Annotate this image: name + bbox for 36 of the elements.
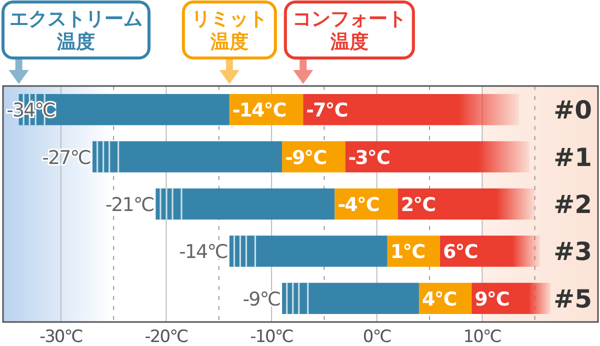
bar — [282, 282, 419, 314]
y-tick-label: #5 — [554, 284, 592, 314]
y-tick-label: #3 — [554, 237, 592, 266]
bar — [345, 141, 530, 172]
annotation: 9℃ — [474, 288, 509, 310]
bar — [472, 282, 551, 314]
annotation: -14℃ — [179, 241, 228, 264]
y-tick-label: #2 — [554, 190, 592, 219]
bar — [440, 236, 540, 267]
annotation: 6℃ — [443, 241, 478, 264]
annotation: -4℃ — [338, 194, 379, 216]
annotation: -9℃ — [285, 146, 326, 169]
annotation: -7℃ — [306, 100, 348, 122]
text: リミット温度 — [191, 8, 268, 53]
x-tick-label: -30℃ — [39, 327, 82, 346]
y-tick-label: #0 — [554, 96, 592, 125]
x-tick-label: -10℃ — [250, 327, 293, 346]
annotation: 1℃ — [390, 241, 425, 264]
x-tick-label: 10℃ — [463, 327, 502, 346]
y-tick-label: #1 — [554, 142, 592, 172]
bar — [92, 141, 282, 172]
annotation: -27℃ — [42, 146, 92, 169]
bar — [156, 188, 335, 220]
annotation: -21℃ — [105, 194, 154, 216]
bar — [303, 94, 520, 126]
x-tick-label: -20℃ — [144, 327, 188, 346]
text: コンフォート温度 — [292, 8, 406, 53]
annotation: 2℃ — [400, 194, 436, 216]
annotation: -3℃ — [348, 146, 390, 169]
annotation: -9℃ — [242, 288, 281, 310]
text: エクストリーム温度 — [10, 8, 142, 53]
annotation: -14℃ — [232, 100, 286, 122]
bar — [398, 188, 535, 220]
annotation: 4℃ — [422, 288, 456, 310]
x-tick-label: 0℃ — [362, 327, 391, 346]
bar — [229, 236, 388, 267]
